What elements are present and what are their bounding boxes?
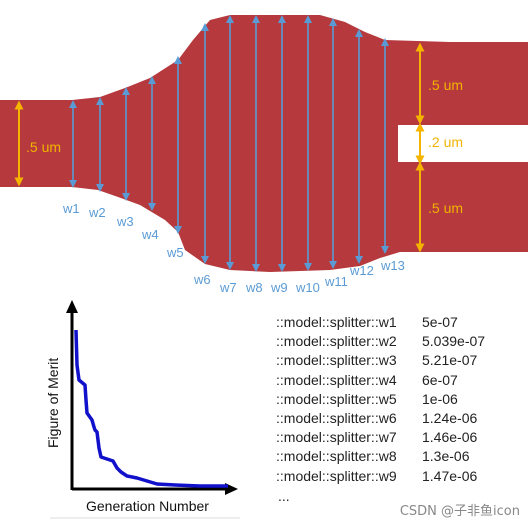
merit-plot-x-arrowhead bbox=[225, 483, 238, 495]
parameter-name: ::model::splitter::w9 bbox=[276, 467, 397, 484]
parameter-name: ::model::splitter::w7 bbox=[276, 429, 397, 446]
parameter-value: 6e-07 bbox=[422, 371, 458, 388]
parameter-name: ::model::splitter::w5 bbox=[276, 390, 397, 407]
w7-label: w7 bbox=[219, 280, 237, 295]
w1-label: w1 bbox=[62, 201, 80, 216]
w9-label: w9 bbox=[270, 280, 288, 295]
merit-curve bbox=[74, 329, 228, 488]
output-bottom-label: .5 um bbox=[428, 200, 463, 216]
parameter-value: 1.3e-06 bbox=[422, 448, 470, 465]
parameter-row: ::model::splitter::w6 1.24e-06 bbox=[276, 409, 485, 428]
parameter-row: ::model::splitter::w9 1.47e-06 bbox=[276, 467, 485, 486]
parameter-value: 1.46e-06 bbox=[422, 429, 478, 446]
parameter-value: 5.039e-07 bbox=[422, 333, 486, 350]
parameter-row: ::model::splitter::w7 1.46e-06 bbox=[276, 428, 485, 447]
parameter-row: ::model::splitter::w2 5.039e-07 bbox=[276, 332, 485, 351]
w11-label: w11 bbox=[324, 274, 348, 289]
width-labels: w1 w2 w3 w4 w5 w6 w7 w8 w9 w10 w11 w12 w… bbox=[62, 201, 405, 295]
merit-plot-y-arrowhead bbox=[66, 300, 78, 313]
parameter-value: 5.21e-07 bbox=[422, 352, 478, 369]
parameter-list: ::model::splitter::w1 5e-07 ::model::spli… bbox=[276, 313, 485, 486]
parameter-name: ::model::splitter::w3 bbox=[276, 352, 397, 369]
parameter-row: ::model::splitter::w8 1.3e-06 bbox=[276, 447, 485, 466]
waveguide-body bbox=[0, 15, 528, 272]
parameter-row: ::model::splitter::w3 5.21e-07 bbox=[276, 351, 485, 370]
w2-label: w2 bbox=[88, 205, 106, 220]
output-top-label: .5 um bbox=[428, 77, 463, 93]
parameter-name: ::model::splitter::w8 bbox=[276, 448, 397, 465]
parameter-value: 1e-06 bbox=[422, 390, 458, 407]
w3-label: w3 bbox=[116, 214, 134, 229]
w5-label: w5 bbox=[166, 245, 184, 260]
parameter-name: ::model::splitter::w6 bbox=[276, 409, 397, 426]
width-arrows bbox=[69, 15, 389, 272]
parameter-row: ::model::splitter::w5 1e-06 bbox=[276, 390, 485, 409]
w8-label: w8 bbox=[245, 280, 263, 295]
merit-plot-xlabel: Generation Number bbox=[86, 498, 209, 514]
parameter-list-ellipsis: ... bbox=[278, 488, 290, 504]
w10-label: w10 bbox=[295, 280, 320, 295]
merit-plot: Figure of Merit Generation Number bbox=[45, 300, 240, 519]
input-width-label: .5 um bbox=[26, 139, 61, 155]
w13-label: w13 bbox=[380, 258, 405, 273]
w6-label: w6 bbox=[193, 272, 211, 287]
parameter-value: 5e-07 bbox=[422, 314, 458, 330]
parameter-name: ::model::splitter::w1 bbox=[276, 314, 397, 330]
parameter-row: ::model::splitter::w4 6e-07 bbox=[276, 371, 485, 390]
parameter-row: ::model::splitter::w1 5e-07 bbox=[276, 313, 485, 332]
parameter-name: ::model::splitter::w2 bbox=[276, 333, 397, 350]
w4-label: w4 bbox=[141, 227, 159, 242]
merit-plot-ylabel: Figure of Merit bbox=[45, 358, 61, 448]
output-gap-label: .2 um bbox=[428, 134, 463, 150]
parameter-value: 1.47e-06 bbox=[422, 467, 478, 484]
watermark: CSDN @子非鱼icon bbox=[399, 504, 520, 519]
parameter-value: 1.24e-06 bbox=[422, 409, 478, 426]
parameter-name: ::model::splitter::w4 bbox=[276, 371, 397, 388]
w12-label: w12 bbox=[349, 263, 374, 278]
